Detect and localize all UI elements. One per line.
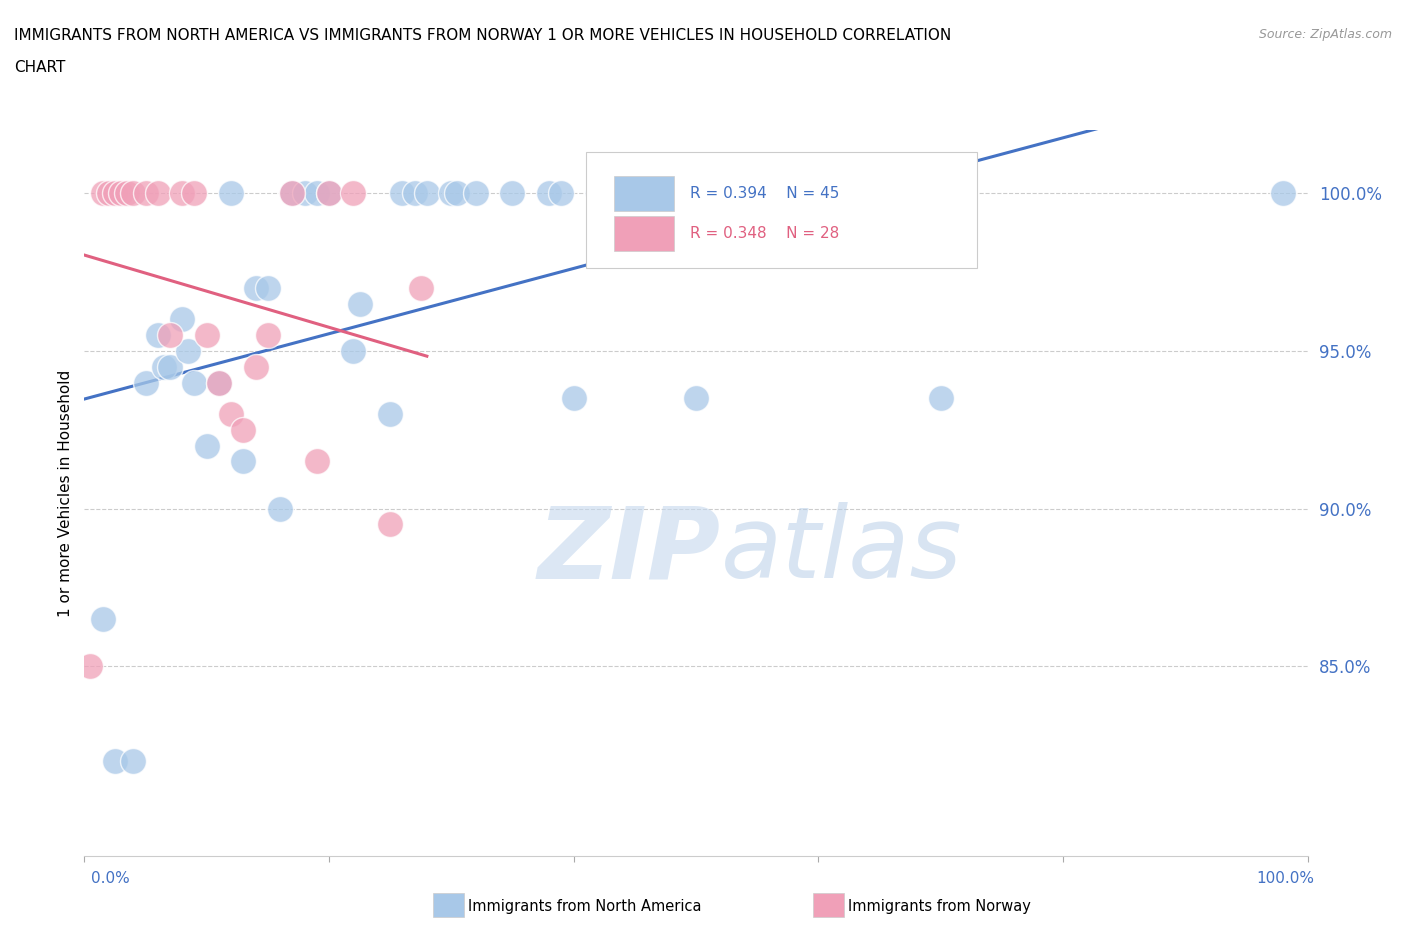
Point <box>440 186 463 201</box>
Text: ZIP: ZIP <box>537 502 720 600</box>
Point <box>97 186 120 201</box>
Point <box>104 186 127 201</box>
Text: atlas: atlas <box>720 502 962 600</box>
Point <box>159 327 181 342</box>
Text: 0.0%: 0.0% <box>91 871 131 886</box>
Point <box>929 391 952 405</box>
FancyBboxPatch shape <box>614 176 673 211</box>
Point <box>624 186 647 201</box>
Point <box>122 753 145 768</box>
Point <box>122 186 145 201</box>
Point <box>501 186 523 201</box>
Point <box>380 406 402 421</box>
Text: R = 0.348    N = 28: R = 0.348 N = 28 <box>690 226 839 241</box>
Point <box>342 186 364 201</box>
Point <box>146 327 169 342</box>
FancyBboxPatch shape <box>586 152 977 268</box>
Point <box>135 375 157 390</box>
Point <box>586 186 609 201</box>
Point <box>245 281 267 296</box>
FancyBboxPatch shape <box>614 216 673 251</box>
Point <box>294 186 316 201</box>
Point <box>195 438 218 453</box>
Point <box>305 186 328 201</box>
Point <box>685 391 707 405</box>
Point <box>219 186 242 201</box>
Point <box>172 186 194 201</box>
Point <box>159 359 181 374</box>
Point <box>219 406 242 421</box>
Point <box>135 186 157 201</box>
Text: 100.0%: 100.0% <box>1257 871 1315 886</box>
Text: CHART: CHART <box>14 60 66 75</box>
Point <box>257 281 280 296</box>
Point <box>146 186 169 201</box>
Point <box>269 501 291 516</box>
Point <box>342 343 364 358</box>
Point <box>232 422 254 437</box>
Text: Immigrants from Norway: Immigrants from Norway <box>848 899 1031 914</box>
Point <box>79 659 101 674</box>
Point <box>380 517 402 532</box>
Point <box>281 186 304 201</box>
Point <box>115 186 138 201</box>
Point <box>446 186 468 201</box>
Point <box>550 186 572 201</box>
Point <box>464 186 486 201</box>
Point <box>91 186 114 201</box>
Point <box>177 343 200 358</box>
Point <box>195 327 218 342</box>
Point <box>208 375 231 390</box>
Point <box>747 186 769 201</box>
Y-axis label: 1 or more Vehicles in Household: 1 or more Vehicles in Household <box>58 369 73 617</box>
Point <box>183 375 205 390</box>
Point <box>416 186 439 201</box>
Point <box>232 454 254 469</box>
Point <box>91 612 114 627</box>
Point <box>391 186 413 201</box>
Point <box>409 281 432 296</box>
Point <box>538 186 561 201</box>
Point <box>1272 186 1295 201</box>
Point <box>562 391 585 405</box>
Text: Source: ZipAtlas.com: Source: ZipAtlas.com <box>1258 28 1392 41</box>
Point <box>257 327 280 342</box>
Text: R = 0.394    N = 45: R = 0.394 N = 45 <box>690 186 839 201</box>
Point <box>305 454 328 469</box>
Point <box>869 186 891 201</box>
Point <box>153 359 176 374</box>
Point <box>104 753 127 768</box>
Point <box>183 186 205 201</box>
Point <box>110 186 132 201</box>
Point <box>318 186 340 201</box>
Text: Immigrants from North America: Immigrants from North America <box>468 899 702 914</box>
Point <box>208 375 231 390</box>
Point <box>245 359 267 374</box>
Text: IMMIGRANTS FROM NORTH AMERICA VS IMMIGRANTS FROM NORWAY 1 OR MORE VEHICLES IN HO: IMMIGRANTS FROM NORTH AMERICA VS IMMIGRA… <box>14 28 952 43</box>
Point <box>172 312 194 326</box>
Point <box>281 186 304 201</box>
Point <box>404 186 426 201</box>
Point <box>349 297 371 312</box>
Point <box>318 186 340 201</box>
